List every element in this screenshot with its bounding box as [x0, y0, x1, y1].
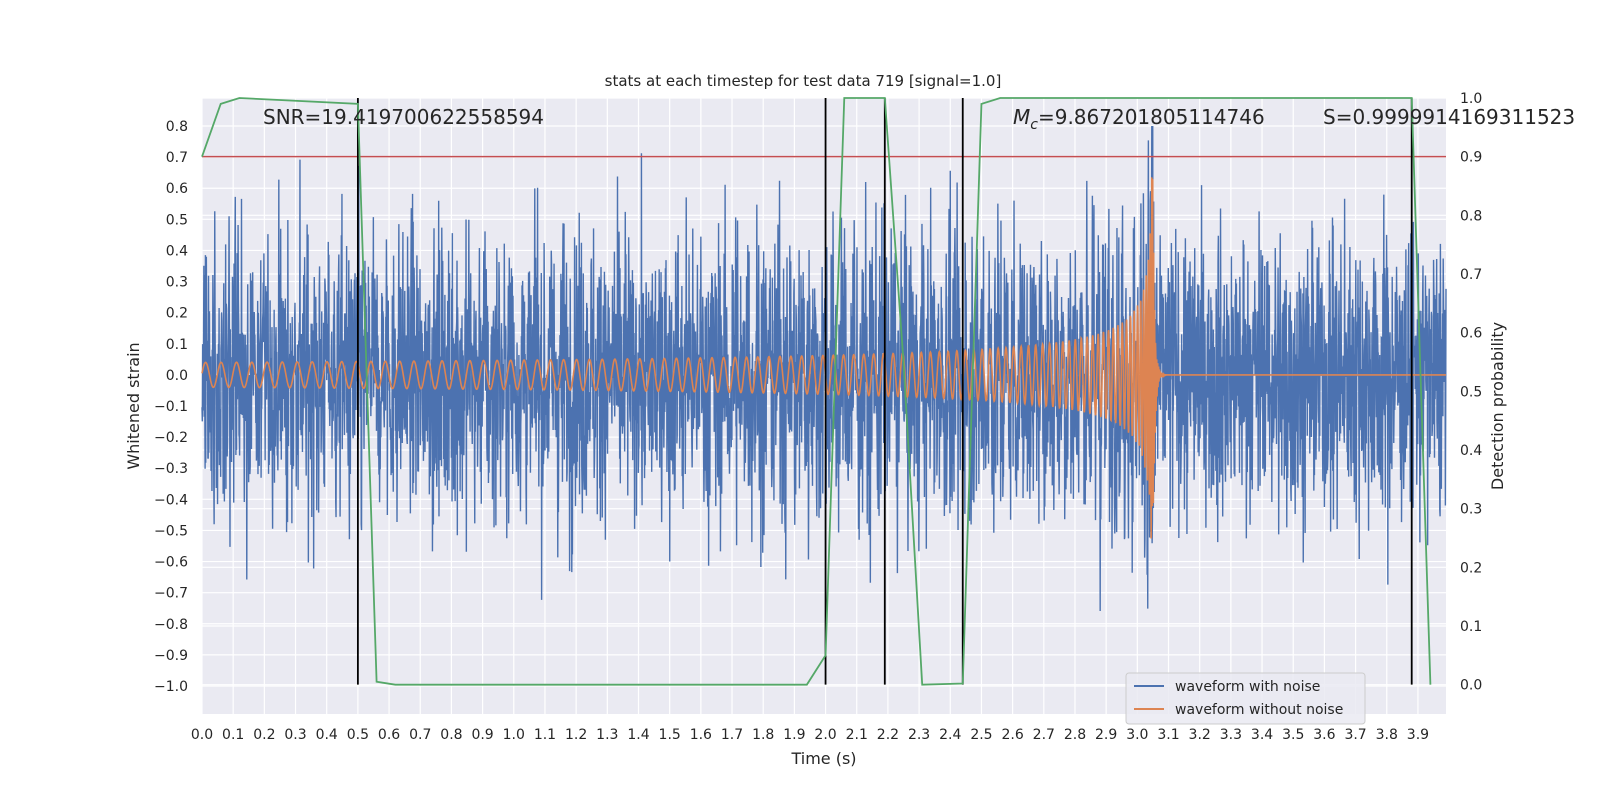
- y-tick-label: −0.2: [154, 430, 188, 446]
- x-tick-label: 1.4: [627, 727, 649, 743]
- x-tick-label: 2.9: [1095, 727, 1117, 743]
- x-tick-label: 0.8: [440, 727, 462, 743]
- noise-line: [201, 125, 1447, 612]
- y-tick-label: −0.5: [154, 523, 188, 539]
- x-tick-label: 0.1: [222, 727, 244, 743]
- legend: waveform with noise waveform without noi…: [1125, 672, 1366, 725]
- series-detection-probability: [201, 97, 1432, 686]
- chirp-mass-subscript: c: [1030, 117, 1038, 133]
- legend-box: [1125, 672, 1366, 725]
- x-tick-label: 0.7: [409, 727, 431, 743]
- x-tick-label: 2.7: [1033, 727, 1055, 743]
- chirp-mass-value: =9.867201805114746: [1038, 105, 1265, 129]
- x-tick-label: 2.4: [939, 727, 961, 743]
- x-tick-label: 3.5: [1282, 727, 1304, 743]
- y-tick-label: −0.9: [154, 648, 188, 664]
- x-tick-label: 1.5: [659, 727, 681, 743]
- y2-tick-label: 0.6: [1460, 326, 1482, 342]
- clean-line: [201, 177, 1446, 539]
- snr-annotation: SNR=19.419700622558594: [263, 105, 544, 129]
- x-tick-label: 3.8: [1376, 727, 1398, 743]
- chirp-mass-symbol: M: [1013, 105, 1030, 129]
- s-annotation: S=0.9999914169311523: [1323, 105, 1575, 129]
- x-axis-label: Time (s): [790, 749, 856, 768]
- x-tick-label: 3.0: [1126, 727, 1148, 743]
- y-tick-label: 0.8: [166, 119, 188, 135]
- y-tick-label: −0.7: [154, 586, 188, 602]
- y-tick-label: −0.4: [154, 492, 188, 508]
- y-tick-label: 0.4: [166, 243, 188, 259]
- series-waveform-with-noise: [201, 125, 1447, 612]
- y-tick-label: 0.6: [166, 181, 188, 197]
- y2-tick-label: 0.9: [1460, 150, 1482, 166]
- probability-line: [201, 97, 1432, 686]
- x-tick-label: 0.6: [378, 727, 400, 743]
- x-tick-label: 0.9: [471, 727, 493, 743]
- x-tick-label: 2.6: [1001, 727, 1023, 743]
- x-tick-label: 2.0: [814, 727, 836, 743]
- x-tick-label: 0.5: [347, 727, 369, 743]
- legend-label-clean: waveform without noise: [1175, 702, 1343, 718]
- y-tick-label: 0.7: [166, 150, 188, 166]
- x-tick-label: 3.1: [1157, 727, 1179, 743]
- y-tick-label: 0.2: [166, 306, 188, 322]
- x-tick-label: 3.7: [1344, 727, 1366, 743]
- x-tick-label: 0.3: [284, 727, 306, 743]
- y2-tick-label: 0.2: [1460, 560, 1482, 576]
- x-tick-label: 0.4: [316, 727, 338, 743]
- series-waveform-without-noise: [201, 177, 1446, 539]
- y2-tick-label: 0.0: [1460, 678, 1482, 694]
- x-tick-label: 0.0: [191, 727, 213, 743]
- legend-label-noise: waveform with noise: [1175, 679, 1320, 695]
- y2-tick-label: 0.8: [1460, 208, 1482, 224]
- x-tick-label: 2.3: [908, 727, 930, 743]
- x-tick-label: 3.9: [1407, 727, 1429, 743]
- y-tick-label: 0.5: [166, 212, 188, 228]
- chirp-mass-annotation: Mc=9.867201805114746: [1013, 105, 1265, 133]
- y-tick-label: −1.0: [154, 679, 188, 695]
- x-tick-label: 1.6: [690, 727, 712, 743]
- x-tick-label: 1.3: [596, 727, 618, 743]
- y2-tick-label: 0.1: [1460, 619, 1482, 635]
- x-tick-label: 3.2: [1189, 727, 1211, 743]
- chart-title: stats at each timestep for test data 719…: [605, 72, 1002, 90]
- x-tick-labels: 0.0 0.1 0.2 0.3 0.4 0.5 0.6 0.7 0.8 0.9 1.0 1.1 1.2 1…: [191, 727, 1429, 743]
- x-tick-label: 1.7: [721, 727, 743, 743]
- y2-tick-label: 0.7: [1460, 267, 1482, 283]
- y2-tick-label: 0.4: [1460, 443, 1482, 459]
- x-tick-label: 2.5: [970, 727, 992, 743]
- y-tick-label: −0.3: [154, 461, 188, 477]
- x-tick-label: 3.3: [1220, 727, 1242, 743]
- y2-tick-label: 0.3: [1460, 502, 1482, 518]
- x-tick-label: 1.1: [534, 727, 556, 743]
- x-tick-label: 1.9: [783, 727, 805, 743]
- x-tick-label: 1.8: [752, 727, 774, 743]
- detection-markers: [356, 98, 1413, 685]
- x-tick-label: 3.4: [1251, 727, 1273, 743]
- y-axis-label: Whitened strain: [124, 342, 143, 469]
- y-tick-label: 0.1: [166, 337, 188, 353]
- y-tick-label: 0.0: [166, 368, 188, 384]
- x-tick-label: 1.2: [565, 727, 587, 743]
- y-tick-label: −0.6: [154, 555, 188, 571]
- x-tick-label: 2.1: [846, 727, 868, 743]
- x-tick-label: 0.2: [253, 727, 275, 743]
- x-tick-label: 3.6: [1313, 727, 1335, 743]
- x-tick-label: 2.8: [1064, 727, 1086, 743]
- y2-tick-labels: 1.0 0.9 0.8 0.7 0.6 0.5 0.4 0.3 0.2 0.1 0.0: [1460, 91, 1482, 694]
- y2-axis-label: Detection probability: [1488, 322, 1507, 490]
- x-tick-label: 1.0: [503, 727, 525, 743]
- x-tick-label: 2.2: [877, 727, 899, 743]
- y-tick-labels: 0.8 0.7 0.6 0.5 0.4 0.3 0.2 0.1 0.0 −0.1 −0.2 −0.3 −…: [154, 119, 188, 695]
- y-tick-label: 0.3: [166, 275, 188, 291]
- y-tick-label: −0.1: [154, 399, 188, 415]
- y2-tick-label: 0.5: [1460, 384, 1482, 400]
- y-tick-label: −0.8: [154, 617, 188, 633]
- y2-tick-label: 1.0: [1460, 91, 1482, 107]
